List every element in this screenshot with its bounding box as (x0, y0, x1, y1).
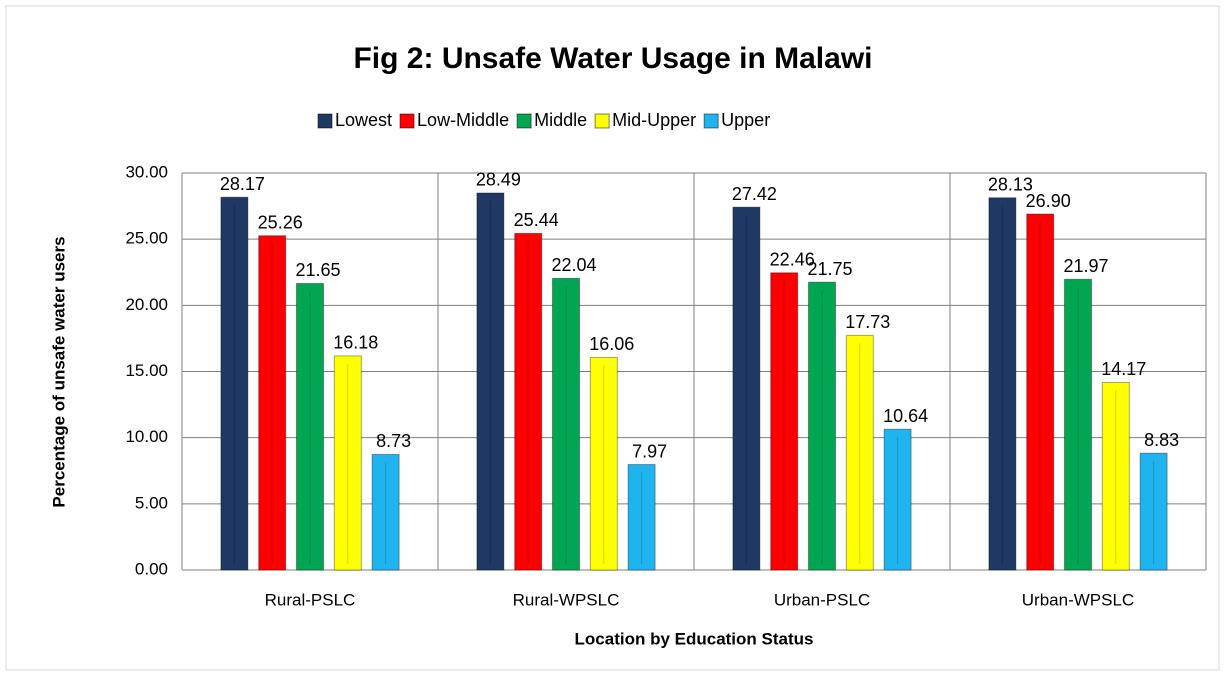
bar (589, 356, 618, 571)
bar (552, 277, 580, 571)
data-label: 28.49 (476, 170, 521, 190)
bar (1101, 381, 1130, 571)
x-tick-label: Rural-WPSLC (513, 590, 620, 609)
bar (371, 453, 400, 571)
legend-swatch (399, 113, 415, 129)
data-label: 22.04 (551, 255, 596, 275)
y-axis-label: Percentage of unsafe water users (49, 236, 68, 507)
data-label: 21.65 (295, 260, 340, 280)
data-label: 28.17 (220, 174, 265, 194)
bar (883, 428, 912, 571)
data-label: 10.64 (883, 406, 928, 426)
chart-title: Fig 2: Unsafe Water Usage in Malawi (353, 42, 872, 75)
data-label: 22.46 (770, 250, 815, 270)
legend-label: Middle (534, 110, 587, 130)
data-label: 28.13 (988, 174, 1033, 194)
y-tick-label: 5.00 (135, 493, 168, 512)
y-tick-label: 30.00 (125, 162, 168, 181)
bar (514, 232, 543, 571)
bar (1026, 213, 1055, 571)
bar (732, 206, 761, 571)
data-label: 27.42 (732, 184, 777, 204)
legend-swatch (516, 113, 532, 129)
x-tick-label: Urban-WPSLC (1022, 590, 1134, 609)
data-label: 7.97 (632, 441, 667, 461)
legend-label: Upper (721, 110, 770, 130)
x-tick-label: Rural-PSLC (265, 590, 356, 609)
data-label: 14.17 (1101, 359, 1146, 379)
data-label: 8.73 (376, 431, 411, 451)
y-tick-label: 20.00 (125, 295, 168, 314)
data-label: 25.26 (258, 212, 303, 232)
y-tick-label: 0.00 (135, 559, 168, 578)
bar (627, 464, 656, 571)
bar (988, 197, 1017, 571)
bar (770, 272, 799, 571)
data-label: 8.83 (1144, 430, 1179, 450)
data-label: 26.90 (1026, 191, 1071, 211)
bar (476, 192, 505, 571)
bar (808, 281, 836, 571)
y-tick-label: 25.00 (125, 229, 168, 248)
bar (1139, 452, 1168, 571)
y-tick-label: 15.00 (125, 361, 168, 380)
bar (258, 235, 287, 571)
legend-label: Lowest (335, 110, 392, 130)
legend-label: Low-Middle (417, 110, 509, 130)
data-label: 21.75 (807, 259, 852, 279)
legend-label: Mid-Upper (612, 110, 696, 130)
legend-swatch (703, 113, 719, 129)
bar (333, 355, 362, 571)
data-label: 16.18 (333, 333, 378, 353)
legend-swatch (594, 113, 610, 129)
x-axis-label: Location by Education Status (575, 629, 814, 648)
x-tick-label: Urban-PSLC (774, 590, 870, 609)
bar (1064, 278, 1092, 571)
data-label: 21.97 (1063, 256, 1108, 276)
y-tick-label: 10.00 (125, 427, 168, 446)
bar (845, 334, 874, 571)
bar (296, 282, 324, 571)
legend-swatch (317, 113, 333, 129)
data-label: 17.73 (845, 312, 890, 332)
bar (220, 196, 249, 571)
data-label: 25.44 (514, 210, 559, 230)
data-label: 16.06 (589, 334, 634, 354)
